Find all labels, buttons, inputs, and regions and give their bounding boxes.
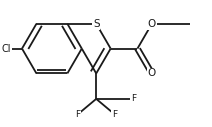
Text: F: F (131, 94, 136, 103)
Text: F: F (112, 110, 117, 119)
Text: S: S (93, 19, 99, 29)
Text: F: F (75, 110, 80, 119)
Text: O: O (148, 19, 156, 29)
Text: O: O (148, 68, 156, 78)
Text: Cl: Cl (2, 44, 11, 54)
